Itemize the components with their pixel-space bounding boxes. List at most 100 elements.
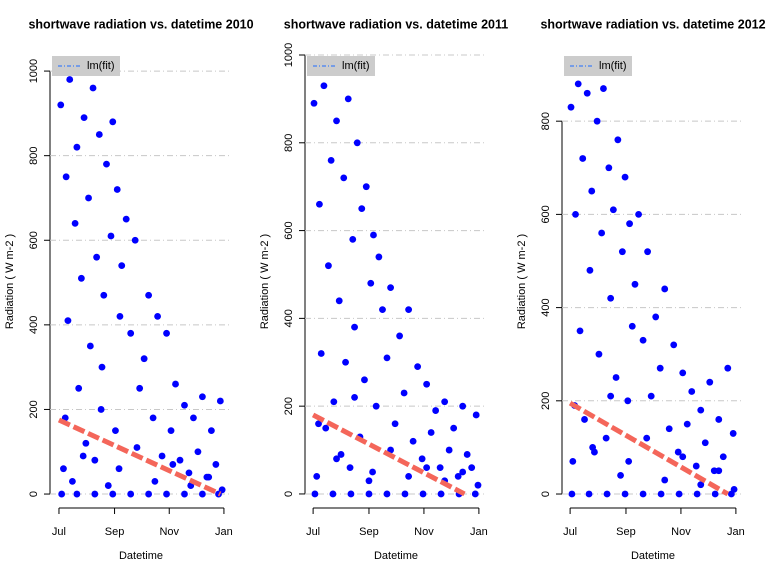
point (621, 173, 629, 181)
point (342, 358, 349, 366)
point (585, 490, 593, 498)
point (683, 420, 691, 428)
y-axis-label: Radiation ( W m-2 ) (259, 234, 271, 329)
point (75, 384, 83, 392)
legend-box (52, 56, 120, 76)
point (145, 490, 153, 498)
point (95, 131, 103, 138)
point (136, 384, 144, 392)
x-tick-label: Nov (671, 526, 691, 538)
point (58, 490, 66, 498)
point (205, 473, 213, 481)
point (730, 485, 738, 493)
point (320, 82, 328, 90)
point (423, 380, 431, 388)
point (631, 280, 639, 288)
point (140, 355, 148, 363)
x-axis-label: Datetime (631, 550, 675, 562)
point (474, 481, 482, 489)
point (351, 393, 358, 401)
point (79, 452, 87, 460)
point (91, 490, 99, 498)
point (367, 279, 375, 287)
chart-title: shortwave radiation vs. datetime 2012 (540, 17, 765, 31)
point (581, 416, 588, 423)
point (572, 210, 579, 218)
y-tick-label: 600 (28, 231, 40, 249)
point (109, 118, 117, 126)
point (436, 464, 444, 472)
point (445, 446, 453, 454)
y-tick-label: 800 (540, 112, 552, 130)
point (107, 232, 115, 240)
point (361, 376, 368, 384)
point (621, 490, 629, 498)
point (85, 194, 92, 202)
point (181, 401, 188, 409)
panel: shortwave radiation vs. datetime 2011 Dat… (259, 17, 508, 562)
point (656, 364, 664, 372)
point (459, 468, 467, 476)
y-axis-label: Radiation ( W m-2 ) (4, 234, 16, 329)
x-tick-label: Jul (563, 526, 577, 538)
point (579, 155, 587, 162)
point (618, 248, 626, 256)
chart-title: shortwave radiation vs. datetime 2011 (284, 17, 508, 31)
point (370, 231, 377, 239)
x-tick-label: Sep (105, 526, 125, 538)
legend-label: lm(fit) (599, 60, 627, 72)
point (665, 425, 673, 433)
point (104, 482, 112, 489)
point (626, 220, 633, 228)
point (181, 490, 188, 498)
point (131, 236, 139, 244)
point (583, 89, 591, 97)
legend-label: lm(fit) (87, 60, 115, 72)
point (643, 434, 651, 442)
point (652, 313, 660, 321)
y-tick-label: 400 (28, 316, 40, 334)
point (127, 490, 135, 498)
point (310, 99, 318, 107)
point (607, 294, 615, 302)
point (674, 448, 682, 456)
point (91, 456, 99, 464)
point (701, 439, 709, 447)
point (315, 420, 322, 428)
point (693, 490, 701, 498)
point (330, 398, 338, 406)
point (715, 467, 723, 475)
point (190, 414, 197, 422)
point (468, 464, 476, 472)
point (595, 350, 603, 358)
point (409, 437, 417, 445)
point (586, 266, 594, 274)
x-tick-label: Jul (306, 526, 320, 538)
x-tick-label: Jan (470, 526, 488, 538)
point (401, 490, 409, 498)
point (337, 451, 345, 458)
point (588, 187, 596, 195)
x-tick-label: Sep (359, 526, 379, 538)
legend-box (307, 56, 375, 76)
point (454, 472, 462, 480)
y-tick-label: 0 (28, 491, 40, 497)
point (574, 80, 582, 88)
point (624, 397, 632, 405)
point (661, 285, 669, 293)
point (313, 472, 321, 480)
point (607, 392, 615, 400)
point (169, 461, 177, 468)
point (605, 164, 613, 172)
point (113, 186, 121, 193)
point (149, 414, 157, 422)
fit-line (57, 417, 222, 497)
point (327, 156, 335, 164)
point (602, 434, 610, 442)
point (103, 160, 110, 168)
point (405, 472, 413, 480)
point (98, 363, 106, 371)
point (322, 424, 330, 432)
point (333, 455, 340, 463)
x-tick-label: Nov (414, 526, 434, 538)
